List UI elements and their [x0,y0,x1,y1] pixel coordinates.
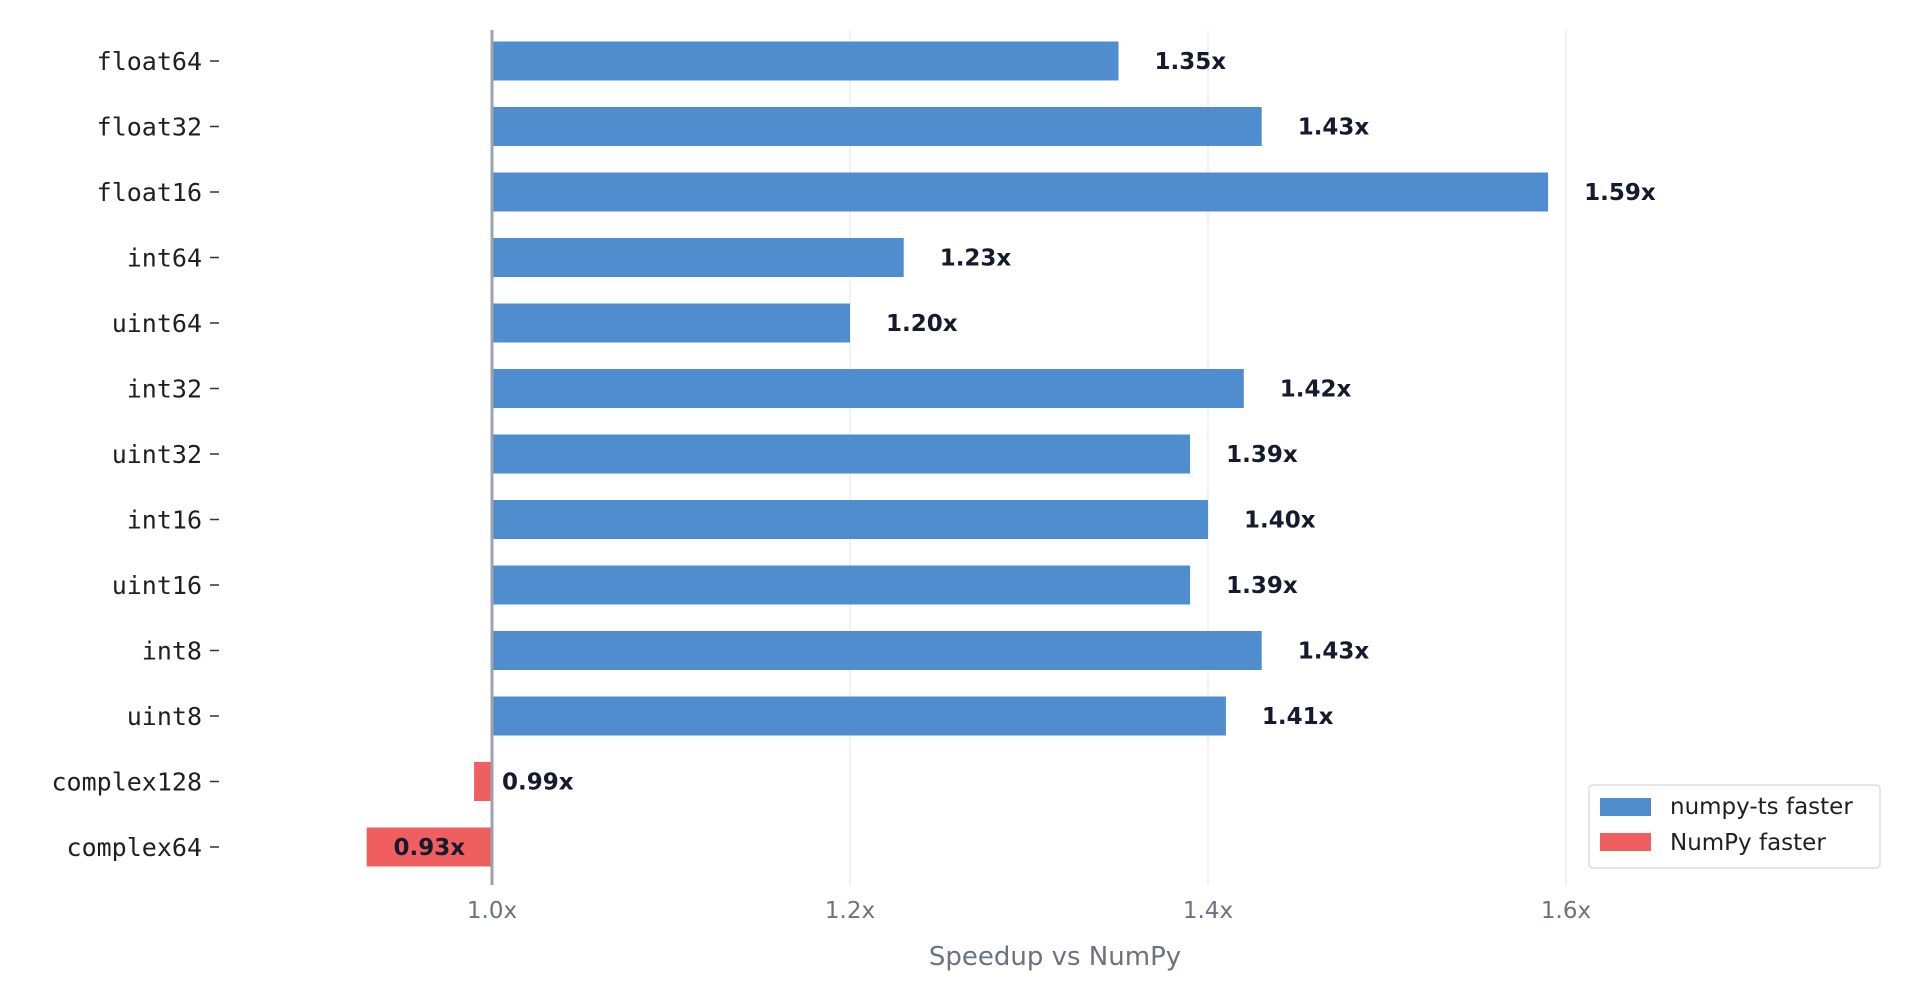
value-label-int32: 1.42x [1280,377,1352,403]
bar-uint16 [492,565,1191,605]
value-label-uint16: 1.39x [1226,573,1298,599]
bars [366,41,1549,867]
bar-uint32 [492,434,1191,474]
value-label-int16: 1.40x [1244,508,1316,534]
legend-swatch-slower [1600,833,1651,851]
x-tick-label: 1.2x [825,898,875,924]
legend-label-slower: NumPy faster [1670,830,1826,856]
bar-complex128 [474,762,492,801]
value-label-float16: 1.59x [1584,180,1656,206]
bar-int64 [492,238,904,277]
category-label-int8: int8 [142,637,202,666]
value-label-complex64: 0.93x [394,835,466,861]
bar-complex64 [366,827,492,867]
value-label-int8: 1.43x [1298,639,1370,665]
legend-label-faster: numpy-ts faster [1670,794,1853,820]
bar-int32 [492,369,1244,408]
bar-int8 [492,631,1262,670]
category-label-uint8: uint8 [127,702,202,731]
value-labels: 1.35x 1.43x 1.59x 1.23x 1.20x 1.42x 1.39x 1.40x… [394,49,1656,861]
x-tick-label: 1.6x [1541,898,1591,924]
value-label-uint64: 1.20x [886,311,958,337]
x-tick-label: 1.4x [1183,898,1233,924]
category-label-int32: int32 [127,375,202,404]
bar-int16 [492,500,1208,539]
category-labels: float64 float32 float16 int64 uint64 int32 uin… [51,47,219,862]
category-label-float32: float32 [97,113,202,142]
value-label-complex128: 0.99x [502,770,574,796]
category-label-uint32: uint32 [112,440,202,469]
legend-box [1588,784,1881,869]
category-label-complex64: complex64 [67,833,202,862]
category-label-float64: float64 [97,47,202,76]
bar-float32 [492,107,1262,146]
category-label-complex128: complex128 [51,768,202,797]
x-tick-label: 1.0x [467,898,517,924]
category-label-uint16: uint16 [112,571,202,600]
bar-uint8 [492,696,1226,736]
value-label-float64: 1.35x [1155,49,1227,75]
category-label-int16: int16 [127,506,202,535]
x-tick-labels: 1.0x 1.2x 1.4x 1.6x [467,898,1591,924]
bar-float64 [492,41,1119,81]
value-label-float32: 1.43x [1298,115,1370,141]
category-label-float16: float16 [97,178,202,207]
value-label-int64: 1.23x [940,246,1012,272]
bar-float16 [492,172,1549,212]
category-label-int64: int64 [127,244,202,273]
bar-uint64 [492,303,850,343]
value-label-uint8: 1.41x [1262,704,1334,730]
legend: numpy-ts faster NumPy faster [1588,784,1881,869]
value-label-uint32: 1.39x [1226,442,1298,468]
category-label-uint64: uint64 [112,309,202,338]
x-axis-title: Speedup vs NumPy [929,942,1181,972]
legend-swatch-faster [1600,798,1651,816]
